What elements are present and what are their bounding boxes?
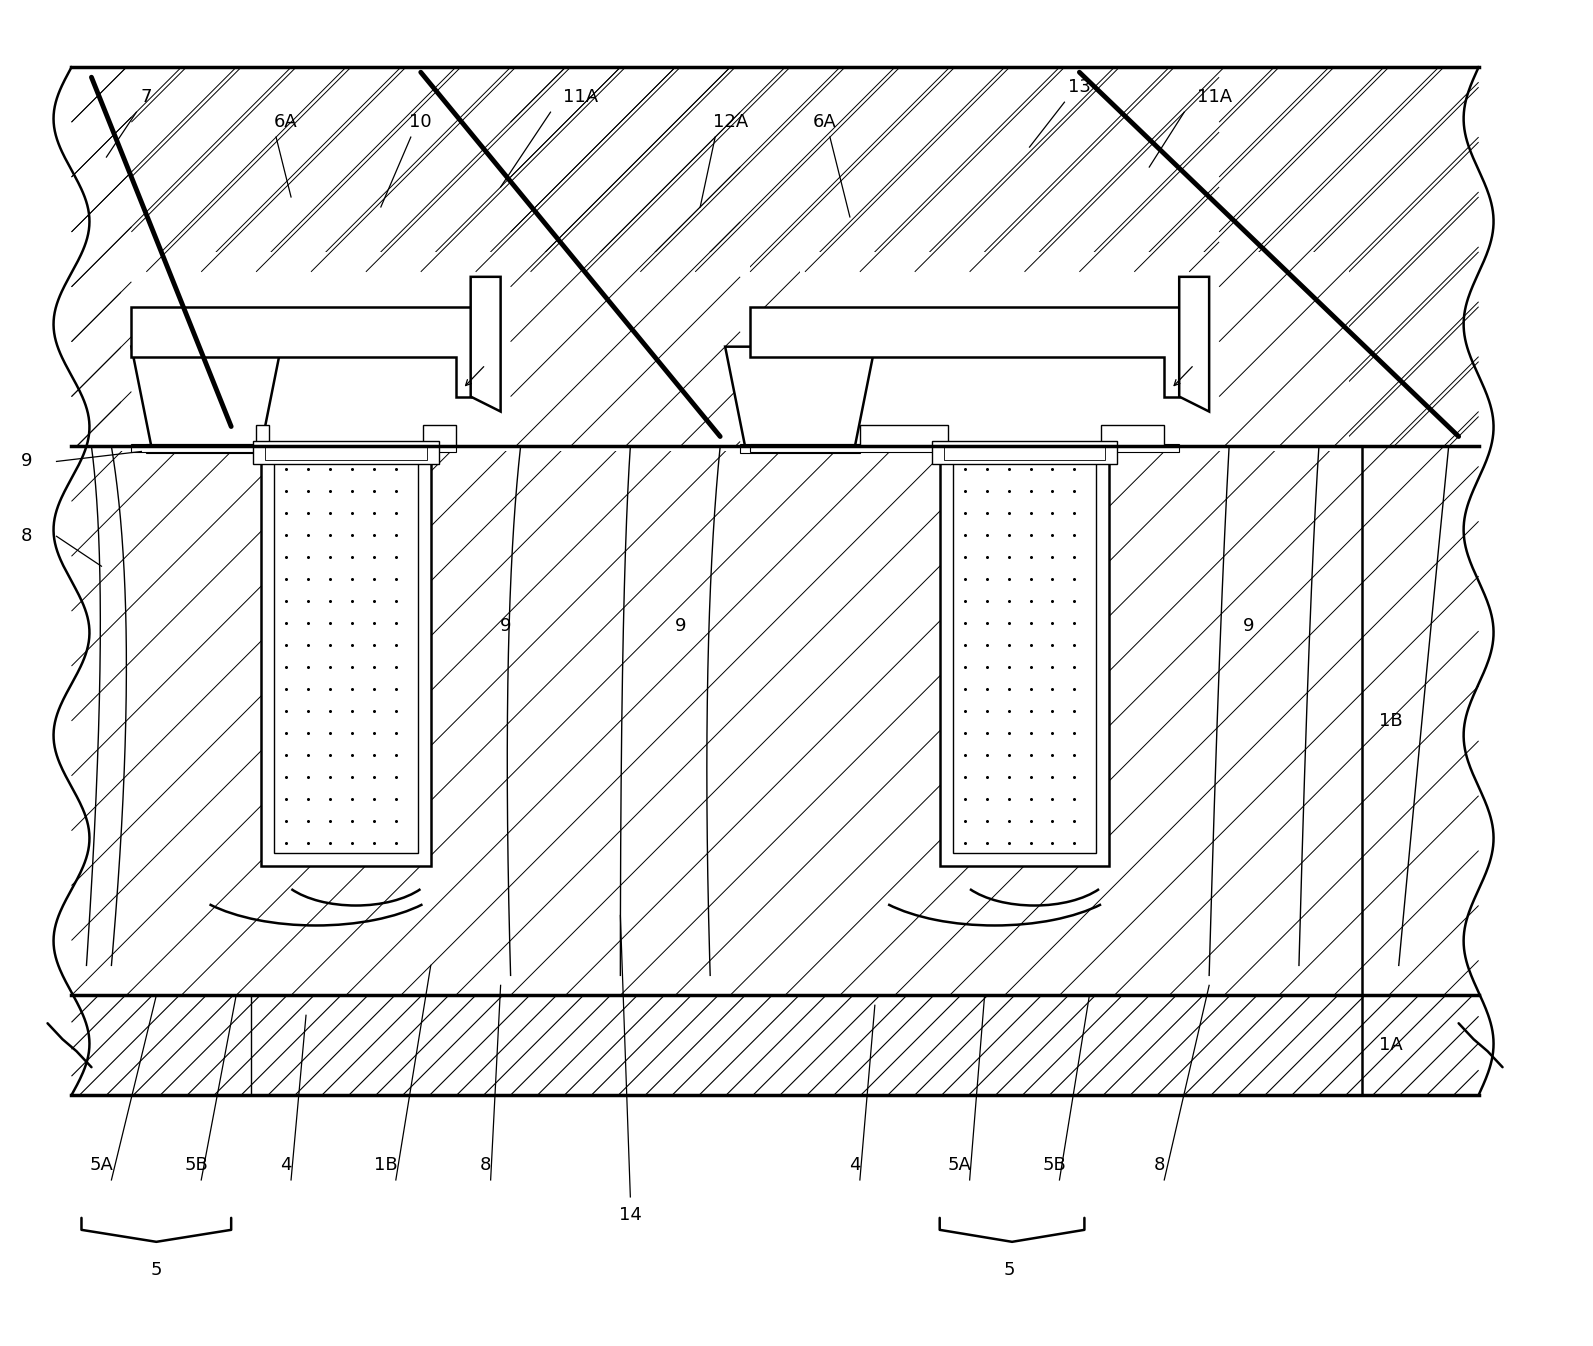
Bar <box>261 447 430 865</box>
Text: 9: 9 <box>674 616 687 635</box>
Text: 5A: 5A <box>948 1156 972 1174</box>
Polygon shape <box>725 347 875 447</box>
Polygon shape <box>1101 424 1164 447</box>
Text: 1B: 1B <box>374 1156 398 1174</box>
Text: 1B: 1B <box>1380 712 1402 730</box>
Text: 8: 8 <box>1153 1156 1164 1174</box>
Bar <box>750 444 1179 452</box>
Bar <box>953 447 1096 852</box>
Text: 9: 9 <box>500 616 511 635</box>
Text: 4: 4 <box>280 1156 292 1174</box>
Text: 12A: 12A <box>712 113 747 131</box>
Text: 8: 8 <box>479 1156 491 1174</box>
Text: 5: 5 <box>151 1261 162 1279</box>
Bar <box>940 447 1109 865</box>
Polygon shape <box>131 307 470 397</box>
Text: 6A: 6A <box>812 113 836 131</box>
Bar <box>131 444 456 452</box>
Bar <box>953 447 1096 852</box>
Text: 9: 9 <box>1243 616 1255 635</box>
Text: 7: 7 <box>140 89 151 106</box>
Text: 6A: 6A <box>274 113 298 131</box>
Polygon shape <box>470 277 500 412</box>
Bar <box>261 447 430 865</box>
Bar <box>274 447 417 852</box>
Bar <box>741 444 860 454</box>
Bar <box>800 252 1349 451</box>
Text: 5B: 5B <box>1042 1156 1066 1174</box>
Polygon shape <box>860 424 948 447</box>
Polygon shape <box>256 424 269 447</box>
Text: 5B: 5B <box>185 1156 209 1174</box>
Bar <box>72 67 1478 1096</box>
Text: 5: 5 <box>1004 1261 1015 1279</box>
Polygon shape <box>131 347 280 447</box>
Bar <box>253 441 438 464</box>
Bar <box>943 447 1106 460</box>
Bar <box>121 252 750 451</box>
Bar <box>264 447 427 460</box>
Text: 9: 9 <box>21 452 32 471</box>
Text: 8: 8 <box>21 528 32 545</box>
Text: 14: 14 <box>620 1206 642 1224</box>
Text: 11A: 11A <box>1196 89 1231 106</box>
Bar <box>932 441 1117 464</box>
Text: 4: 4 <box>849 1156 860 1174</box>
Bar <box>147 444 266 454</box>
Polygon shape <box>750 307 1179 397</box>
Text: 10: 10 <box>409 113 432 131</box>
Polygon shape <box>422 424 456 447</box>
Bar <box>274 447 417 852</box>
Text: 5A: 5A <box>89 1156 113 1174</box>
Text: 11A: 11A <box>562 89 597 106</box>
Polygon shape <box>1179 277 1209 412</box>
Text: 1A: 1A <box>1380 1036 1402 1054</box>
Bar <box>940 447 1109 865</box>
Text: 13: 13 <box>1067 78 1091 96</box>
